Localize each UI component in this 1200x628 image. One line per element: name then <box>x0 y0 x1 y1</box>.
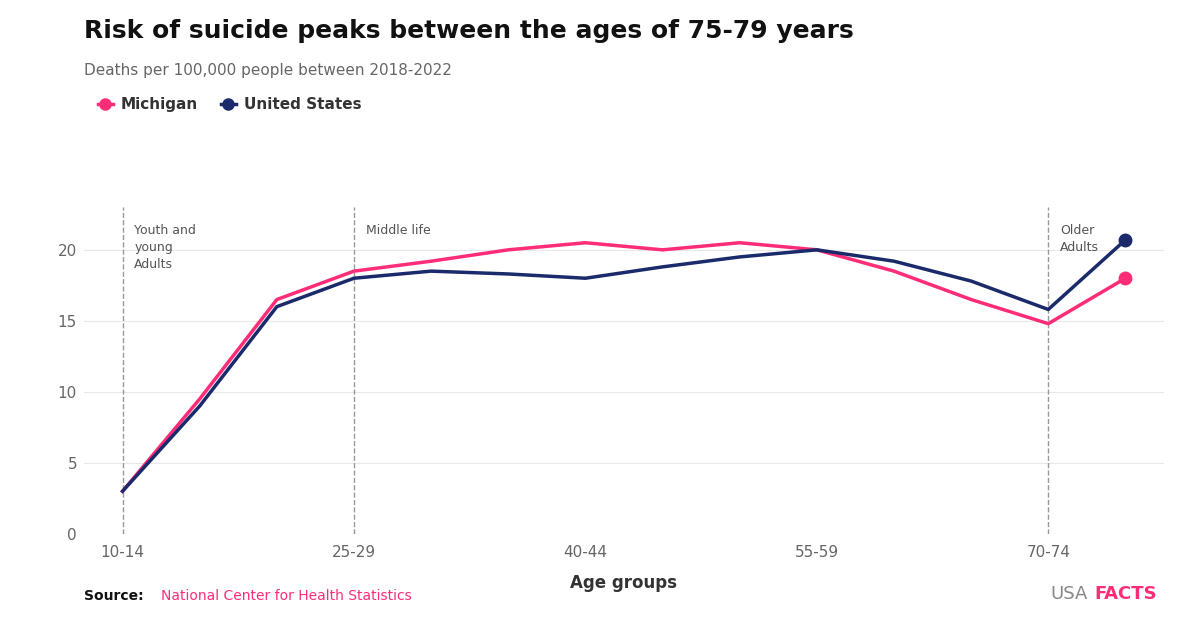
Text: USA: USA <box>1050 585 1087 603</box>
Legend: Michigan, United States: Michigan, United States <box>91 91 367 118</box>
Text: Youth and
young
Adults: Youth and young Adults <box>134 224 196 271</box>
X-axis label: Age groups: Age groups <box>570 574 678 592</box>
Text: Middle life: Middle life <box>366 224 431 237</box>
Text: Source:: Source: <box>84 589 144 603</box>
Text: National Center for Health Statistics: National Center for Health Statistics <box>161 589 412 603</box>
Text: Deaths per 100,000 people between 2018-2022: Deaths per 100,000 people between 2018-2… <box>84 63 452 78</box>
Text: Older
Adults: Older Adults <box>1060 224 1099 254</box>
Text: FACTS: FACTS <box>1094 585 1157 603</box>
Text: Risk of suicide peaks between the ages of 75-79 years: Risk of suicide peaks between the ages o… <box>84 19 853 43</box>
